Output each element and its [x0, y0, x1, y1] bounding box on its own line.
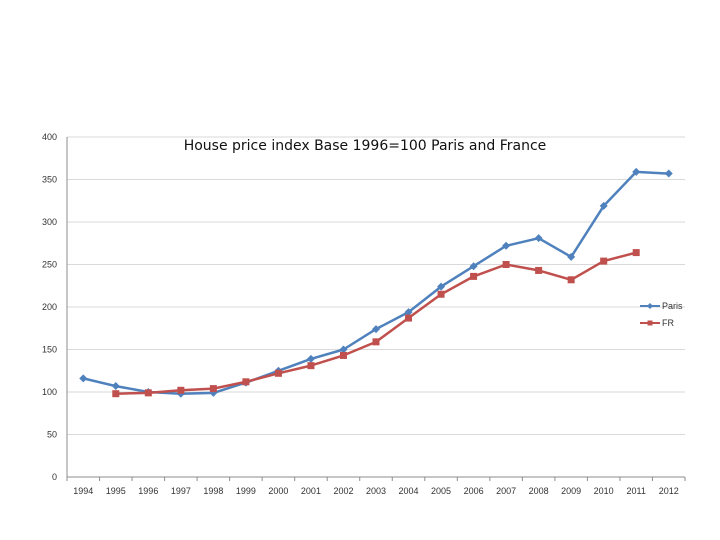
data-point [177, 386, 185, 394]
x-tick-label: 2007 [496, 486, 516, 496]
y-tick-label: 300 [42, 217, 57, 227]
legend-label: Paris [662, 301, 683, 311]
x-tick-label: 2008 [529, 486, 549, 496]
data-point [599, 201, 608, 210]
y-tick-label: 350 [42, 175, 57, 185]
x-axis-tick-labels: 1994 1995 1996 1997 1998 1999 2000 2001 2002 2003… [73, 486, 679, 496]
x-tick-label: 2005 [431, 486, 451, 496]
y-tick-label: 400 [42, 132, 57, 142]
y-tick-label: 250 [42, 260, 57, 270]
data-point [534, 234, 543, 243]
series-lines [79, 167, 673, 398]
series-line-fr [115, 251, 637, 395]
data-point [567, 276, 575, 284]
series-paris [79, 167, 673, 398]
legend-item-paris: Paris [640, 301, 683, 311]
data-point [242, 378, 250, 386]
data-point [209, 385, 217, 393]
data-point [664, 169, 673, 178]
x-tick-label: 1994 [73, 486, 93, 496]
data-point [112, 390, 120, 398]
data-point [307, 362, 315, 370]
data-point [469, 262, 478, 271]
data-point [535, 266, 543, 274]
y-tick-label: 200 [42, 302, 57, 312]
y-tick-label: 150 [42, 345, 57, 355]
x-tick-label: 2004 [399, 486, 419, 496]
data-point [306, 354, 315, 363]
axes [66, 137, 686, 481]
legend: Paris FR [640, 301, 683, 328]
data-point [372, 338, 380, 346]
y-tick-label: 100 [42, 387, 57, 397]
data-point [470, 272, 478, 280]
y-axis-tick-labels: 0 50 100 150 200 250 300 350 400 [42, 132, 57, 482]
data-point [144, 389, 152, 397]
x-tick-label: 1996 [138, 486, 158, 496]
data-point [632, 167, 641, 176]
legend-marker [647, 320, 653, 326]
data-point [339, 351, 347, 359]
data-point [274, 369, 282, 377]
y-tick-label: 50 [47, 430, 57, 440]
data-point [79, 374, 88, 383]
x-tick-label: 1997 [171, 486, 191, 496]
x-tick-label: 2002 [333, 486, 353, 496]
y-tick-label: 0 [52, 472, 57, 482]
x-tick-label: 2000 [268, 486, 288, 496]
x-tick-label: 2006 [464, 486, 484, 496]
legend-label: FR [662, 318, 674, 328]
data-point [437, 282, 446, 291]
data-point [372, 325, 380, 334]
x-tick-label: 2010 [594, 486, 614, 496]
data-point [111, 382, 120, 391]
legend-item-fr: FR [640, 318, 674, 328]
data-point [437, 290, 445, 298]
data-point [600, 257, 608, 265]
data-point [405, 314, 413, 322]
data-point [632, 249, 640, 257]
series-line-paris [83, 170, 669, 395]
x-tick-label: 1998 [203, 486, 223, 496]
x-tick-label: 2012 [659, 486, 679, 496]
x-tick-label: 1995 [106, 486, 126, 496]
data-point [339, 345, 348, 354]
x-tick-label: 1999 [236, 486, 256, 496]
x-tick-label: 2009 [561, 486, 581, 496]
x-tick-label: 2011 [627, 486, 646, 496]
data-point [567, 252, 576, 261]
data-point [404, 308, 413, 317]
series-fr [112, 249, 640, 398]
gridlines [67, 136, 685, 435]
data-point [502, 261, 510, 268]
x-tick-label: 2003 [366, 486, 386, 496]
legend-marker [647, 303, 653, 309]
data-point [502, 241, 511, 250]
x-tick-label: 2001 [301, 486, 321, 496]
chart-title: House price index Base 1996=100 Paris an… [184, 138, 547, 154]
